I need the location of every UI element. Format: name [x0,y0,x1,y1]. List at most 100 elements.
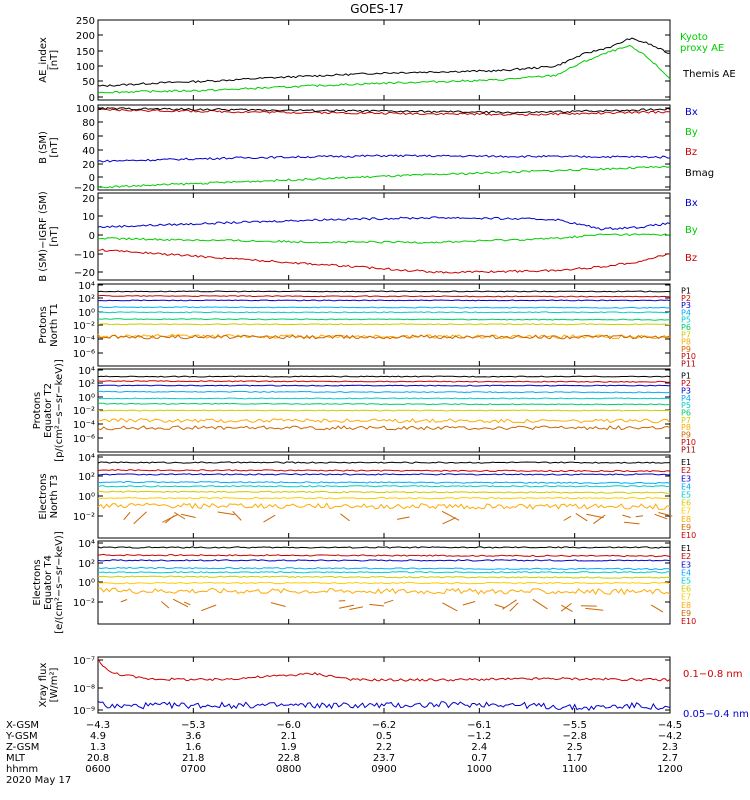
legend-entry-p3: P3 [681,301,691,310]
legend-entry: By [685,225,698,236]
legend-entry-p6: P6 [681,409,691,418]
y-tick-label: 100 [76,104,95,115]
series-line-bz [97,248,671,274]
series-line-p4 [97,306,671,309]
series-segment-e9 [123,511,131,521]
panel-frame [97,454,671,539]
series-line-0-05-0-4-nm [97,701,671,712]
series-line-by [97,165,671,189]
series-line-p3 [97,299,671,302]
legend-entry: Bz [685,147,697,158]
x-axis-value: −4.2 [658,731,682,742]
panel-bdiff: B (SM)−IGRF (SM)[nT] 20 10 0 −10 −20 Bx By Bz [38,191,698,282]
legend-entry-p1: P1 [681,287,691,296]
legend-entry-p8: P8 [681,338,691,347]
y-tick-label: 10⁻⁷ [73,656,95,667]
legend-entry: 0.1−0.8 nm [683,669,742,680]
legend-entry-p10: P10 [681,352,696,361]
series-line-e8 [97,502,671,510]
legend-entry: Bmag [685,168,714,179]
series-segment-e9 [263,514,276,523]
legend-entry: Themis AE [682,69,736,80]
x-axis-row-label: hhmm [6,764,38,775]
series-line-kyoto-proxy-ae [97,44,671,94]
x-axis-value: 23.7 [373,753,395,764]
series-line-e2 [97,553,671,558]
y-tick-label: −10 [74,250,95,261]
series-segment-e9 [560,603,572,612]
y-tick-label: 10⁰ [78,393,95,404]
x-axis-value: −1.2 [467,731,491,742]
y-tick-label: 10⁻⁶ [73,349,95,360]
panel-e2: ElectronsEquator T4[e/(cm²−s−sr−keV)] 10⁴… [32,531,696,634]
x-axis-value: −2.8 [563,731,587,742]
legend-entry-p5: P5 [681,401,691,410]
y-tick-label: 10⁴ [78,366,95,377]
x-axis-value: 1000 [467,764,492,775]
y-tick-label: 10⁻⁶ [73,434,95,445]
series-segment-e9 [349,606,363,610]
series-segment-e9 [502,599,517,610]
series-line-e5 [97,485,671,488]
legend-entry-e3: E3 [681,560,691,569]
y-tick-label: 10⁻² [73,512,95,523]
y-tick-label: 10² [78,472,95,483]
x-axis-value: −5.5 [563,720,587,731]
series-line-p1 [97,375,671,378]
y-tick-label: 10⁴ [78,281,95,292]
series-line-e5 [97,571,670,574]
series-segment-e9 [563,515,572,521]
y-tick-label: 10⁰ [78,578,95,589]
date-label: 2020 May 17 [6,775,71,786]
x-axis-value: 1.9 [281,742,297,753]
series-segment-e9 [164,515,175,524]
legend-entry: Bx [685,107,698,118]
series-line-p3 [97,384,671,387]
x-axis-value: 0.5 [376,731,392,742]
y-tick-label: 80 [82,118,95,129]
series-segment-e9 [120,599,128,603]
x-axis-value: −6.2 [372,720,396,731]
series-segment-e9 [174,511,186,520]
series-segment-e9 [654,513,668,520]
series-segment-e9 [442,517,457,525]
series-line-e8 [97,587,671,596]
series-segment-e9 [180,513,196,518]
series-line-e1 [97,461,671,464]
x-axis-value: 0900 [371,764,396,775]
y-tick-label: 20 [82,194,95,205]
y-axis-label: ElectronsNorth T3 [38,473,60,519]
legend-entry-p3: P3 [681,386,691,395]
y-tick-label: 10⁻² [73,321,95,332]
y-axis-label: ElectronsEquator T4[e/(cm²−s−sr−keV)] [32,531,65,634]
x-axis-value: 20.8 [87,753,109,764]
y-tick-label: 10 [82,212,95,223]
y-tick-label: 10⁻² [73,406,95,417]
legend-entry-p7: P7 [681,416,691,425]
legend-entry-e4: E4 [681,568,691,577]
panel-ae: AE_index[nT] 250 200 150 100 50 0 Themis AE Kyot… [38,16,736,104]
legend-entry-e7: E7 [681,507,691,516]
legend-entry-p5: P5 [681,316,691,325]
y-axis-label: Xray flux[W/m²] [38,663,60,708]
y-tick-label: 250 [76,16,95,27]
x-axis-value: 22.8 [278,753,300,764]
y-axis-label: B (SM)[nT] [38,131,60,164]
y-axis-label: ProtonsEquator T2[p/(cm²−s−sr−keV)] [32,359,65,462]
x-axis-value: 0.7 [471,753,487,764]
series-line-e6 [97,490,671,494]
series-line-p8 [97,417,671,424]
legend-entry-e5: E5 [681,490,691,499]
series-segment-e9 [369,603,384,607]
panel-frame [97,656,671,714]
series-segment-e9 [561,604,573,613]
x-axis-value: 2.7 [662,753,678,764]
x-axis-value: −6.1 [467,720,491,731]
x-axis-value: 0700 [181,764,206,775]
x-axis-row-label: X-GSM [6,720,39,731]
series-line-p8 [97,333,671,340]
series-segment-e9 [575,512,588,522]
series-segment-e9 [624,521,640,525]
x-axis-value: 1.6 [185,742,201,753]
